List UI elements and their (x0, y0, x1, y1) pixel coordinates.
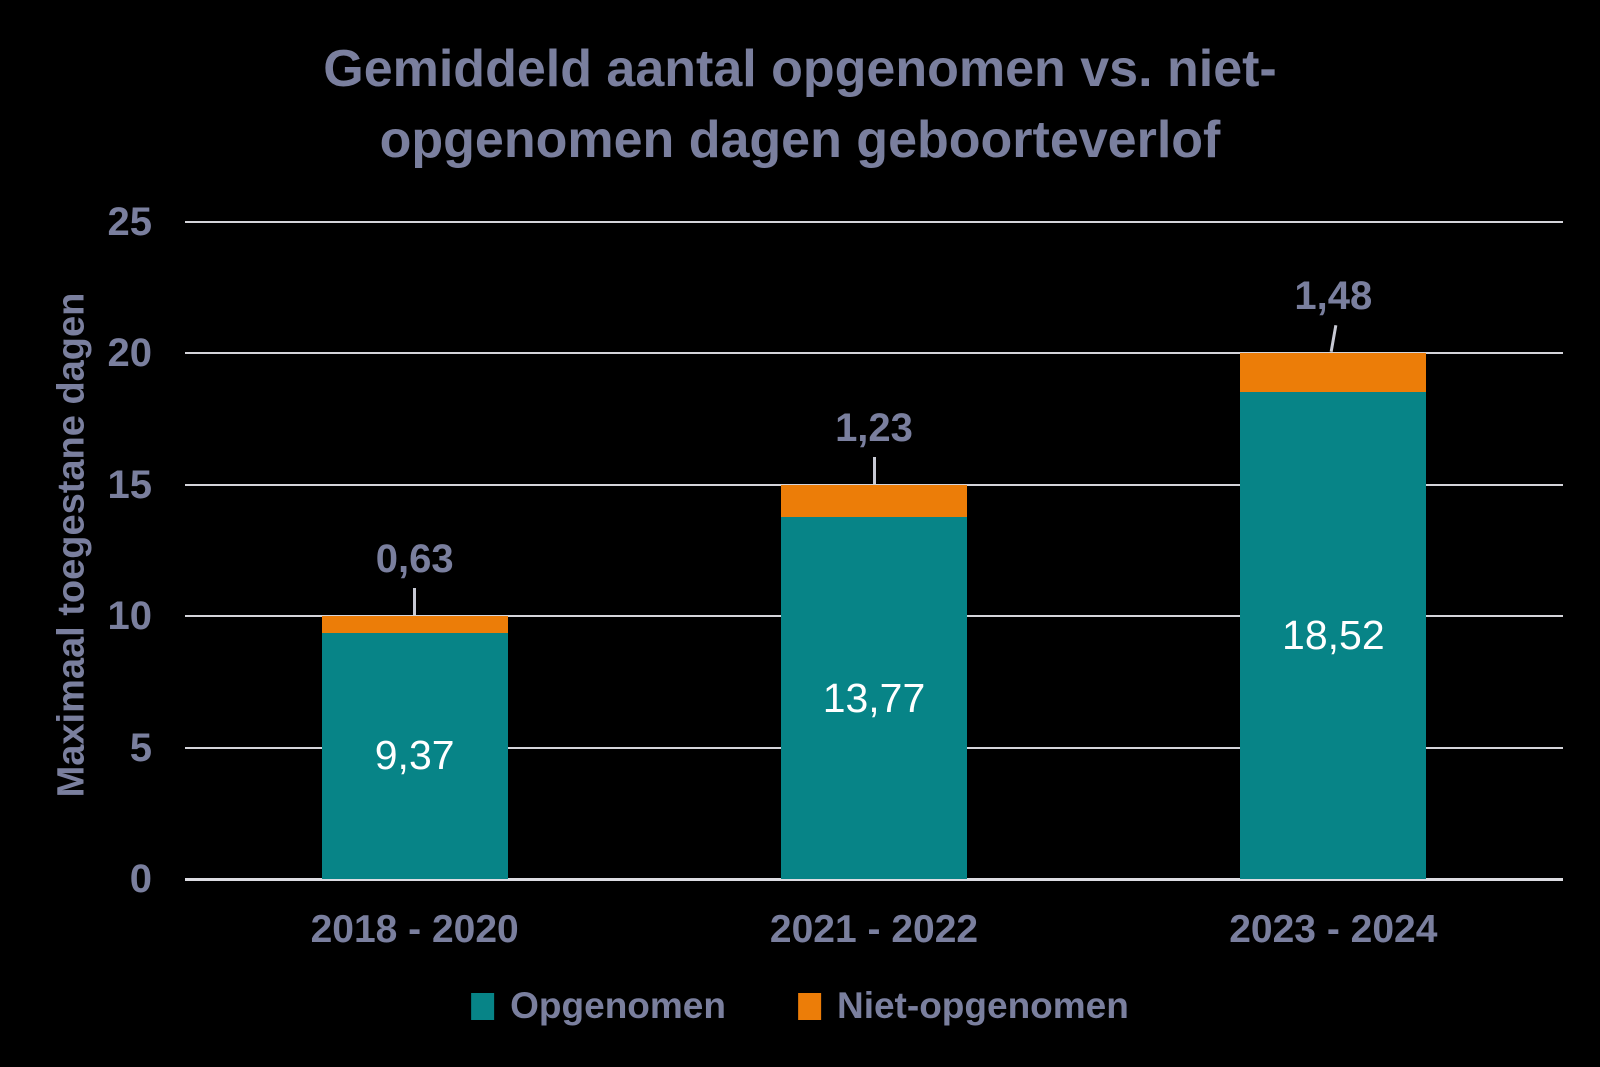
y-tick-label-15: 15 (107, 462, 153, 507)
bar-segment-opgenomen: 9,37 (321, 632, 508, 879)
chart-title: Gemiddeld aantal opgenomen vs. niet- opg… (0, 34, 1600, 176)
x-tick-label: 2018 - 2020 (310, 908, 519, 951)
chart-title-line-2: opgenomen dagen geboorteverlof (379, 111, 1221, 169)
data-label-niet-opgenomen: 1,48 (1294, 274, 1373, 319)
y-tick-label-10: 10 (107, 594, 153, 639)
leader-line (1329, 325, 1338, 353)
x-tick-label: 2021 - 2022 (769, 908, 979, 951)
x-tick-label: 2023 - 2024 (1229, 908, 1438, 951)
gridline-20 (185, 352, 1563, 355)
legend-swatch-icon (471, 992, 495, 1020)
leader-line (413, 588, 417, 616)
gridline-25 (185, 221, 1563, 223)
y-tick-label-5: 5 (129, 725, 152, 770)
legend-item-opgenomen: Opgenomen (471, 985, 726, 1027)
bar-value-label-opgenomen: 13,77 (822, 674, 926, 721)
legend-label: Opgenomen (510, 985, 726, 1026)
bar-segment-opgenomen: 18,52 (1240, 392, 1427, 879)
bar-segment-niet-opgenomen (1240, 353, 1427, 393)
bar-segment-opgenomen: 13,77 (781, 517, 967, 879)
legend-swatch-icon (797, 992, 821, 1020)
data-label-niet-opgenomen: 0,63 (375, 537, 454, 582)
chart-title-line-1: Gemiddeld aantal opgenomen vs. niet- (323, 40, 1277, 98)
legend-item-niet-opgenomen: Niet-opgenomen (797, 985, 1129, 1027)
bar-value-label-opgenomen: 18,52 (1282, 612, 1385, 659)
y-tick-label-20: 20 (107, 331, 153, 376)
chart-legend: Opgenomen Niet-opgenomen (471, 985, 1129, 1027)
bar-value-label-opgenomen: 9,37 (374, 732, 455, 779)
y-tick-label-0: 0 (129, 857, 152, 901)
leader-line (872, 456, 876, 484)
bar-segment-niet-opgenomen (321, 616, 508, 633)
data-label-niet-opgenomen: 1,23 (835, 405, 913, 450)
legend-label: Niet-opgenomen (836, 985, 1129, 1026)
gridline-0 (185, 878, 1563, 881)
bar-segment-niet-opgenomen (781, 484, 967, 518)
y-tick-label-25: 25 (107, 200, 153, 244)
